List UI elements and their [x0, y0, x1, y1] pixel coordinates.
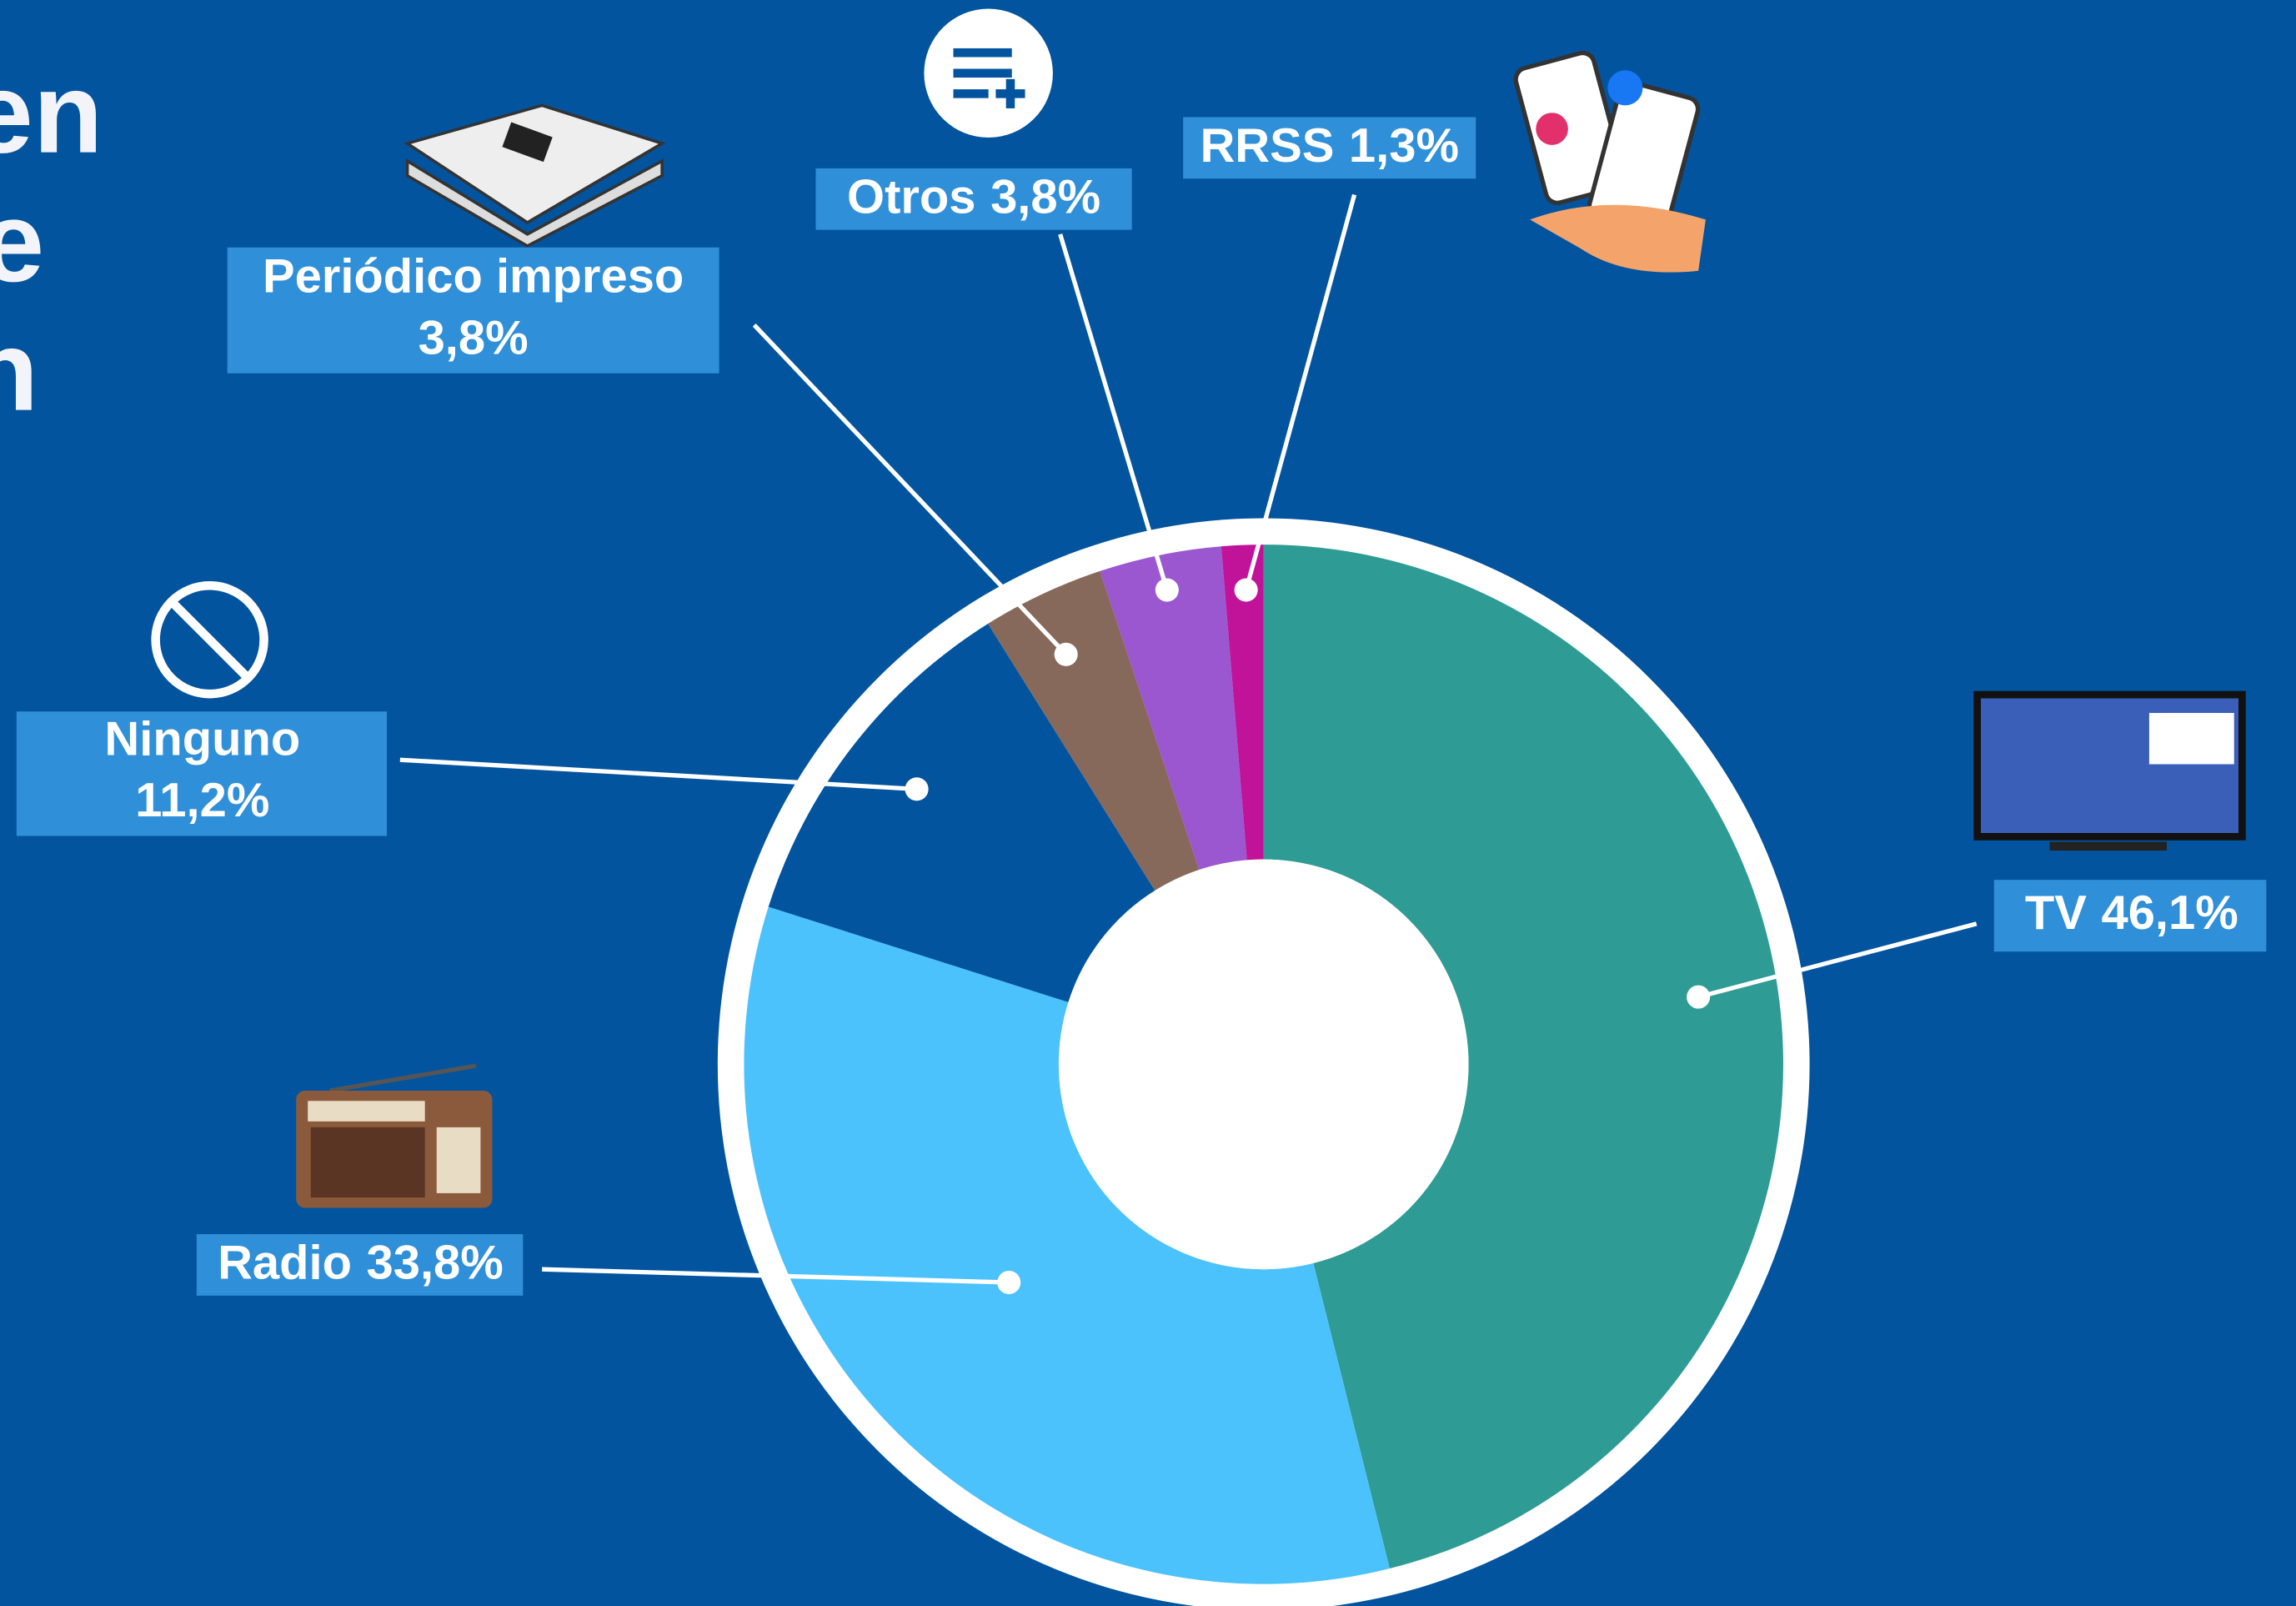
title-fragment: n	[0, 308, 38, 435]
leader-line	[1697, 921, 1978, 1000]
label-box	[16, 711, 388, 836]
label: TV 46,1%	[2025, 886, 2238, 940]
slice	[1263, 545, 1783, 1569]
label-box	[196, 1234, 524, 1296]
icon-other	[924, 8, 1053, 138]
label-box	[1183, 117, 1476, 179]
leader-dot	[1234, 578, 1258, 602]
value-label: 3,8%	[990, 171, 1100, 224]
slice	[1100, 546, 1247, 871]
title-fragment: en	[0, 50, 103, 178]
label: Radio 33,8%	[218, 1237, 504, 1290]
icon-newspaper	[404, 103, 666, 248]
label: RRSS 1,3%	[1200, 119, 1459, 173]
label-box	[815, 168, 1132, 230]
leader-line	[752, 323, 1068, 656]
category-label: Ninguno	[104, 712, 300, 765]
value-label: 3,8%	[419, 311, 529, 364]
icon-tv	[1973, 690, 2246, 851]
value-label: 46,1%	[2101, 886, 2238, 940]
leader-line	[542, 1267, 1010, 1285]
leader-dot	[1155, 578, 1179, 602]
leader-dot	[997, 1270, 1021, 1295]
leader-dot	[1687, 985, 1711, 1009]
category-label: Radio	[218, 1237, 352, 1290]
value-label: 1,3%	[1349, 119, 1459, 173]
value-label: 11,2%	[135, 774, 269, 827]
title-fragment: e	[0, 178, 44, 306]
leader-dot	[1054, 642, 1078, 666]
slice	[768, 624, 1156, 1002]
slice	[744, 906, 1390, 1584]
label: Otros 3,8%	[847, 171, 1100, 224]
icon-none	[151, 581, 268, 699]
label-box	[227, 247, 719, 374]
value-label: 33,8%	[367, 1237, 504, 1290]
icon-social	[1513, 50, 1706, 273]
category-label: Periódico impreso	[263, 250, 684, 304]
leader-line	[399, 757, 917, 791]
labels: TV 46,1% Radio 33,8% Ninguno 11,2% Periódico i…	[16, 117, 2267, 1296]
category-label: Otros	[847, 171, 975, 224]
donut	[718, 518, 1810, 1606]
hole	[1058, 859, 1469, 1270]
slice	[988, 570, 1200, 891]
slice	[1221, 545, 1264, 861]
icon-radio	[296, 1063, 493, 1208]
category-label: TV	[2025, 886, 2087, 940]
label-box	[1993, 880, 2267, 952]
category-label: RRSS	[1200, 119, 1334, 173]
leader-line	[1244, 193, 1357, 591]
leader-line	[1058, 233, 1170, 591]
leader-dot	[905, 777, 929, 801]
